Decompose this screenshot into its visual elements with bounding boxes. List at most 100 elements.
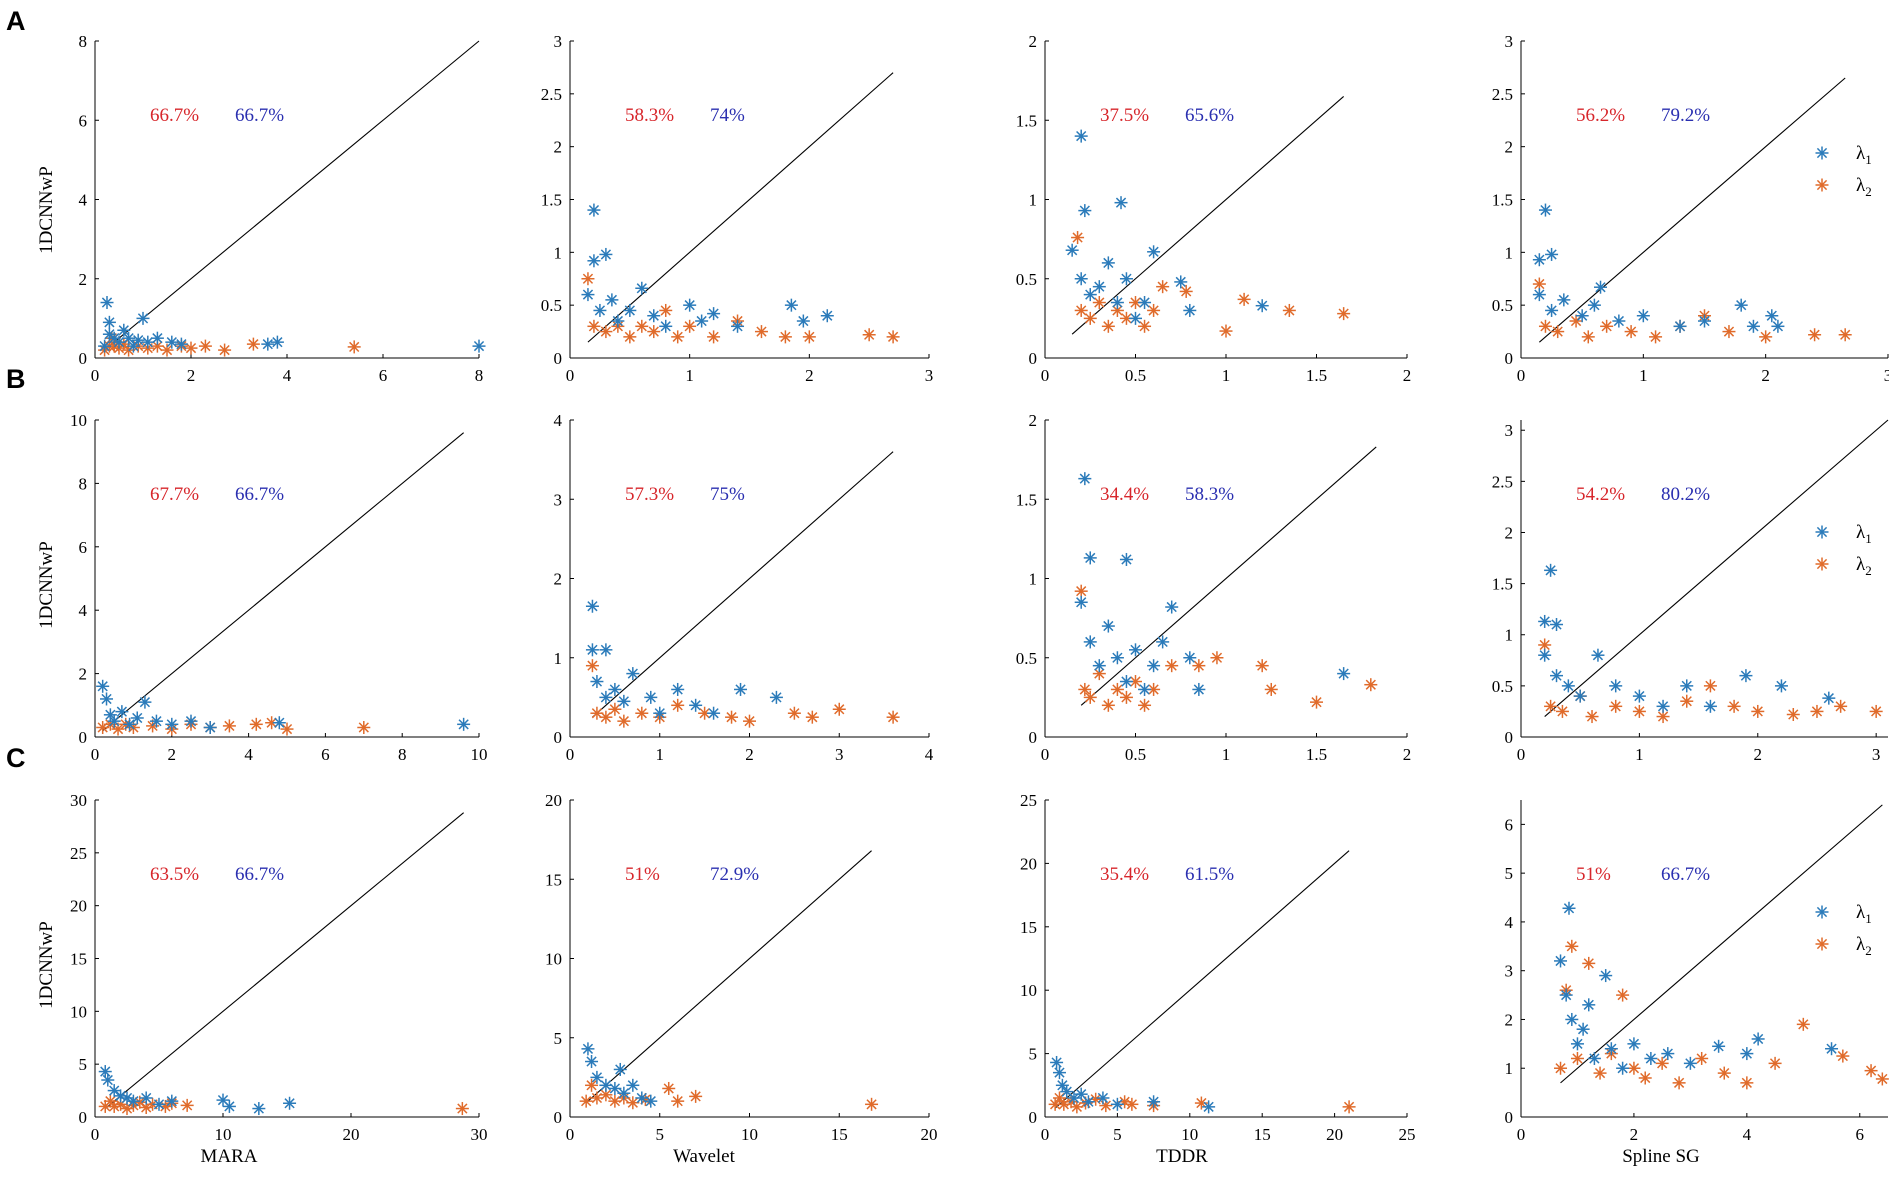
legend-lambda1-label: λ1 xyxy=(1856,522,1872,546)
lambda2-point xyxy=(1555,704,1569,718)
y-tick-label: 1 xyxy=(1505,243,1514,262)
x-tick-label: 2 xyxy=(745,745,754,764)
lambda1-point xyxy=(1165,600,1179,614)
legend-lambda1-subscript: 1 xyxy=(1865,911,1872,926)
x-tick-label: 1.5 xyxy=(1306,366,1327,385)
lambda2-point xyxy=(1875,1072,1889,1086)
lambda2-point xyxy=(1810,704,1824,718)
lambda1-point xyxy=(283,1096,297,1110)
lambda2-point xyxy=(1836,1049,1850,1063)
lambda1-point xyxy=(457,717,471,731)
identity-line xyxy=(102,432,464,732)
identity-line xyxy=(587,72,894,343)
pct-lambda1-label: 58.3% xyxy=(1185,484,1234,505)
y-axis-labels: 1DCNNwP 1DCNNwP 1DCNNwP xyxy=(36,166,57,1009)
lambda2-point xyxy=(1110,303,1124,317)
xlabel-spline-sg: Spline SG xyxy=(1622,1146,1700,1167)
lambda1-point xyxy=(635,281,649,295)
lambda2-point xyxy=(1364,678,1378,692)
lambda1-point xyxy=(1114,196,1128,210)
lambda1-point xyxy=(585,643,599,657)
panel-c-wavelet: 0 5 10 15 20 0 5 10 15 20 51% 72.9% xyxy=(545,791,938,1144)
y-tick-label: 5 xyxy=(554,1029,563,1048)
lambda1-point xyxy=(1532,288,1546,302)
y-tick-label: 6 xyxy=(79,111,88,130)
lambda1-point xyxy=(599,247,613,261)
lambda2-point xyxy=(1727,699,1741,713)
legend-lambda2-subscript: 2 xyxy=(1865,563,1872,578)
lambda2-point xyxy=(1609,699,1623,713)
x-tick-label: 8 xyxy=(398,745,407,764)
lambda1-point xyxy=(1538,648,1552,662)
lambda1-point xyxy=(1582,998,1596,1012)
lambda1-point xyxy=(1632,689,1646,703)
y-tick-label: 2 xyxy=(1505,523,1514,542)
y-tick-label: 3 xyxy=(554,32,563,51)
lambda1-point xyxy=(623,303,637,317)
lambda1-point xyxy=(1739,669,1753,683)
lambda1-point xyxy=(707,307,721,321)
x-tick-label: 2 xyxy=(187,366,196,385)
panel-letters: A B C xyxy=(6,6,26,773)
lambda1-point xyxy=(1101,619,1115,633)
lambda2-point xyxy=(1048,1097,1062,1111)
y-tick-label: 4 xyxy=(79,601,88,620)
lambda1-point xyxy=(98,1065,112,1079)
x-tick-label: 0 xyxy=(91,1125,100,1144)
pct-lambda2-label: 51% xyxy=(625,864,660,885)
lambda1-point xyxy=(1565,1012,1579,1026)
lambda2-point xyxy=(1342,1100,1356,1114)
lambda1-point xyxy=(1101,256,1115,270)
lambda2-point xyxy=(1695,1051,1709,1065)
y-tick-label: 0.5 xyxy=(1016,270,1037,289)
legend-lambda2-marker xyxy=(1815,937,1829,951)
lambda1-point xyxy=(1636,309,1650,323)
x-tick-label: 2 xyxy=(1754,745,1763,764)
lambda2-point xyxy=(754,325,768,339)
lambda2-point xyxy=(280,722,294,736)
y-tick-label: 0.5 xyxy=(541,296,562,315)
x-tick-label: 0 xyxy=(1041,366,1050,385)
legend-row-c: λ1 λ2 xyxy=(1815,902,1872,958)
y-tick-label: 0.5 xyxy=(1016,649,1037,668)
lambda1-point xyxy=(141,335,155,349)
x-tick-label: 0 xyxy=(1517,745,1526,764)
y-tick-label: 2 xyxy=(554,570,563,589)
lambda1-point xyxy=(1055,1078,1069,1092)
x-tick-label: 15 xyxy=(1254,1125,1271,1144)
lambda2-point xyxy=(1796,1017,1810,1031)
x-tick-label: 10 xyxy=(471,745,488,764)
lambda2-point xyxy=(265,716,279,730)
lambda2-point xyxy=(1703,679,1717,693)
xlabel-tddr: TDDR xyxy=(1156,1146,1208,1167)
lambda2-point xyxy=(623,330,637,344)
lambda2-point xyxy=(1751,704,1765,718)
legends: λ1 λ2 λ1 λ2 λ1 λ2 xyxy=(1815,143,1872,958)
lambda2-point xyxy=(1722,325,1736,339)
lambda2-point xyxy=(1237,292,1251,306)
series-lambda1 xyxy=(1532,203,1785,333)
lambda1-point xyxy=(1078,472,1092,486)
x-tick-label: 6 xyxy=(379,366,388,385)
lambda1-point xyxy=(1616,1061,1630,1075)
lambda2-point xyxy=(357,720,371,734)
lambda1-point xyxy=(1096,1091,1110,1105)
legend-lambda2-subscript: 2 xyxy=(1865,943,1872,958)
panel-c-tddr: 0 5 10 15 20 25 0 5 10 15 20 25 35.4% 61.5% xyxy=(1020,791,1416,1144)
panel-letter-a: A xyxy=(6,6,26,36)
lambda1-point xyxy=(102,315,116,329)
y-tick-label: 10 xyxy=(70,411,87,430)
x-tick-label: 1 xyxy=(1639,366,1648,385)
lambda1-point xyxy=(136,311,150,325)
lambda1-point xyxy=(138,695,152,709)
lambda2-point xyxy=(1581,330,1595,344)
y-tick-label: 15 xyxy=(545,870,562,889)
identity-line xyxy=(592,451,894,718)
legend-lambda1-marker xyxy=(1815,905,1829,919)
lambda1-point xyxy=(1587,298,1601,312)
lambda1-point xyxy=(599,690,613,704)
lambda1-point xyxy=(165,335,179,349)
lambda2-point xyxy=(743,714,756,728)
y-tick-label: 2.5 xyxy=(1492,85,1513,104)
lambda2-point xyxy=(111,722,125,736)
